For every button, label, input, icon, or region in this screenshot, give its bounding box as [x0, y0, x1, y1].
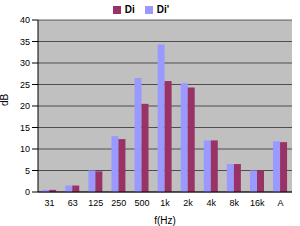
svg-text:25: 25	[20, 80, 30, 90]
svg-text:15: 15	[20, 123, 30, 133]
svg-text:30: 30	[20, 58, 30, 68]
svg-text:8k: 8k	[230, 198, 240, 208]
svg-text:500: 500	[134, 198, 149, 208]
svg-text:5: 5	[25, 166, 30, 176]
svg-text:125: 125	[88, 198, 103, 208]
html-text:Di: Di	[124, 4, 135, 15]
svg-text:1k: 1k	[160, 198, 170, 208]
svg-text:63: 63	[68, 198, 78, 208]
svg-text:40: 40	[20, 15, 30, 25]
svg-text:31: 31	[45, 198, 55, 208]
svg-text:20: 20	[20, 101, 30, 111]
svg-text:10: 10	[20, 144, 30, 154]
svg-text:16k: 16k	[250, 198, 265, 208]
svg-text:250: 250	[111, 198, 126, 208]
svg-text:35: 35	[20, 37, 30, 47]
html-text:Di': Di'	[156, 4, 170, 15]
svg-text:0: 0	[25, 187, 30, 197]
svg-text:dB: dB	[8, 93, 10, 106]
svg-text:2k: 2k	[183, 198, 193, 208]
svg-text:4k: 4k	[206, 198, 216, 208]
svg-text:f(Hz): f(Hz)	[154, 215, 176, 226]
svg-text:A: A	[277, 198, 283, 208]
